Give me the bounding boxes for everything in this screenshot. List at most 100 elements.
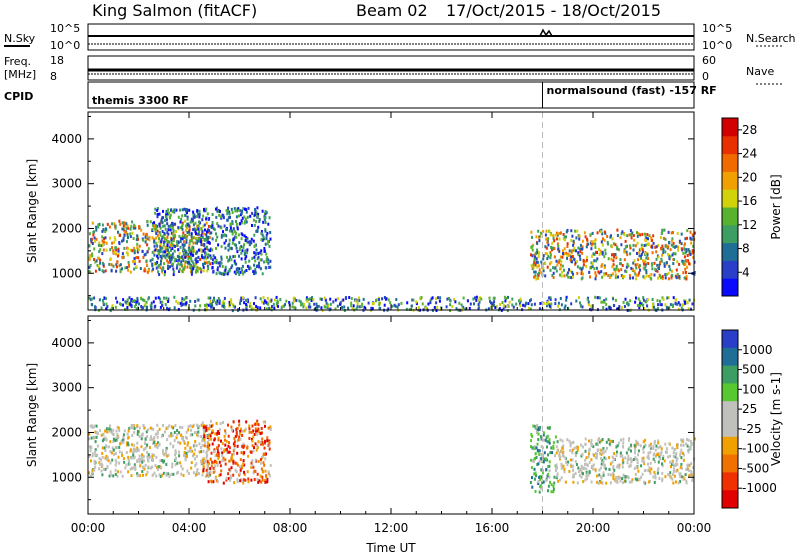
velocity-cell	[682, 453, 685, 457]
power-cell	[162, 234, 165, 238]
velocity-cell	[531, 476, 533, 480]
velocity-cell	[94, 430, 97, 434]
power-cell	[101, 269, 104, 273]
power-cell	[150, 301, 153, 305]
velocity-cell	[113, 452, 116, 456]
power-cell	[186, 211, 188, 215]
velocity-cell	[582, 480, 585, 484]
power-cell	[125, 222, 128, 226]
power-cell	[102, 243, 105, 247]
velocity-cell	[643, 462, 646, 466]
power-cell	[186, 226, 189, 230]
power-cell	[559, 263, 562, 267]
power-cell	[585, 264, 588, 268]
velocity-cell	[234, 468, 237, 472]
power-cell	[195, 270, 198, 274]
velocity-cell	[603, 456, 606, 460]
power-cell	[690, 241, 693, 245]
power-cell	[683, 255, 686, 259]
velocity-cell	[261, 478, 264, 482]
velocity-cell	[550, 490, 553, 494]
power-cell	[228, 212, 231, 216]
velocity-cell	[213, 450, 216, 453]
velocity-cell	[115, 438, 118, 442]
power-cell	[253, 233, 256, 237]
power-cell	[614, 276, 617, 280]
power-cell	[188, 239, 191, 243]
velocity-cell	[661, 471, 664, 475]
power-cell	[163, 296, 165, 300]
velocity-cell	[108, 474, 111, 478]
power-cell	[647, 262, 650, 265]
velocity-cell	[88, 471, 90, 475]
velocity-cell	[264, 424, 266, 428]
power-cell	[102, 248, 105, 252]
power-cell	[206, 237, 209, 241]
velocity-cell	[151, 473, 154, 477]
power-cell	[196, 232, 199, 236]
power-cell	[101, 261, 104, 265]
velocity-cell	[571, 465, 574, 469]
power-cell	[545, 229, 548, 233]
power-cell	[550, 260, 553, 264]
velocity-cell	[143, 467, 146, 471]
power-cell	[167, 211, 170, 215]
nsearch-bot-tick: 10^0	[702, 39, 732, 52]
power-cell	[118, 242, 121, 246]
power-cell	[106, 304, 109, 308]
velocity-cell	[89, 474, 92, 478]
velocity-cbar-tick-label-0: 1000	[742, 343, 773, 357]
power-cell	[545, 246, 548, 250]
power-cell	[218, 271, 221, 275]
power-cell	[372, 301, 375, 305]
velocity-cell	[190, 466, 193, 470]
power-cell	[245, 302, 247, 306]
velocity-cell	[209, 470, 212, 474]
power-cell	[181, 255, 184, 259]
velocity-cell	[197, 434, 200, 438]
power-cell	[162, 243, 165, 247]
velocity-cell	[536, 428, 539, 432]
power-cell	[199, 240, 202, 244]
power-cell	[606, 240, 609, 244]
power-cell	[227, 270, 230, 274]
velocity-cell	[539, 457, 542, 461]
power-cell	[192, 210, 195, 214]
freq-unit: [MHz]	[4, 68, 36, 81]
power-cell	[629, 299, 632, 303]
velocity-cell	[198, 472, 200, 476]
power-cell	[164, 245, 167, 249]
power-cell	[650, 236, 653, 240]
power-cell	[687, 307, 690, 311]
power-cell	[686, 254, 689, 257]
power-cell	[555, 231, 558, 235]
power-cell	[566, 242, 569, 246]
power-cell	[169, 213, 172, 217]
velocity-cell	[242, 442, 245, 446]
velocity-cell	[590, 438, 593, 442]
velocity-cell	[634, 457, 637, 461]
power-cell	[688, 250, 691, 254]
power-cell	[205, 261, 208, 265]
velocity-cell	[253, 469, 256, 473]
velocity-cell	[90, 436, 93, 440]
power-cell	[91, 252, 94, 256]
velocity-cell	[146, 435, 149, 439]
power-cell	[196, 298, 199, 302]
power-cell	[668, 257, 671, 261]
power-cell	[430, 297, 433, 301]
velocity-cell	[195, 462, 198, 466]
velocity-cell	[210, 437, 213, 441]
power-cell	[628, 233, 631, 237]
velocity-cell	[590, 441, 593, 445]
power-cell	[180, 260, 183, 264]
velocity-cell	[575, 451, 578, 455]
velocity-cell	[546, 434, 549, 438]
velocity-cell	[114, 452, 117, 455]
velocity-cell	[669, 471, 672, 475]
power-cell	[573, 246, 576, 250]
power-cell	[692, 255, 695, 259]
velocity-cell	[236, 451, 239, 455]
velocity-cell	[176, 461, 179, 465]
power-cell	[384, 297, 387, 301]
